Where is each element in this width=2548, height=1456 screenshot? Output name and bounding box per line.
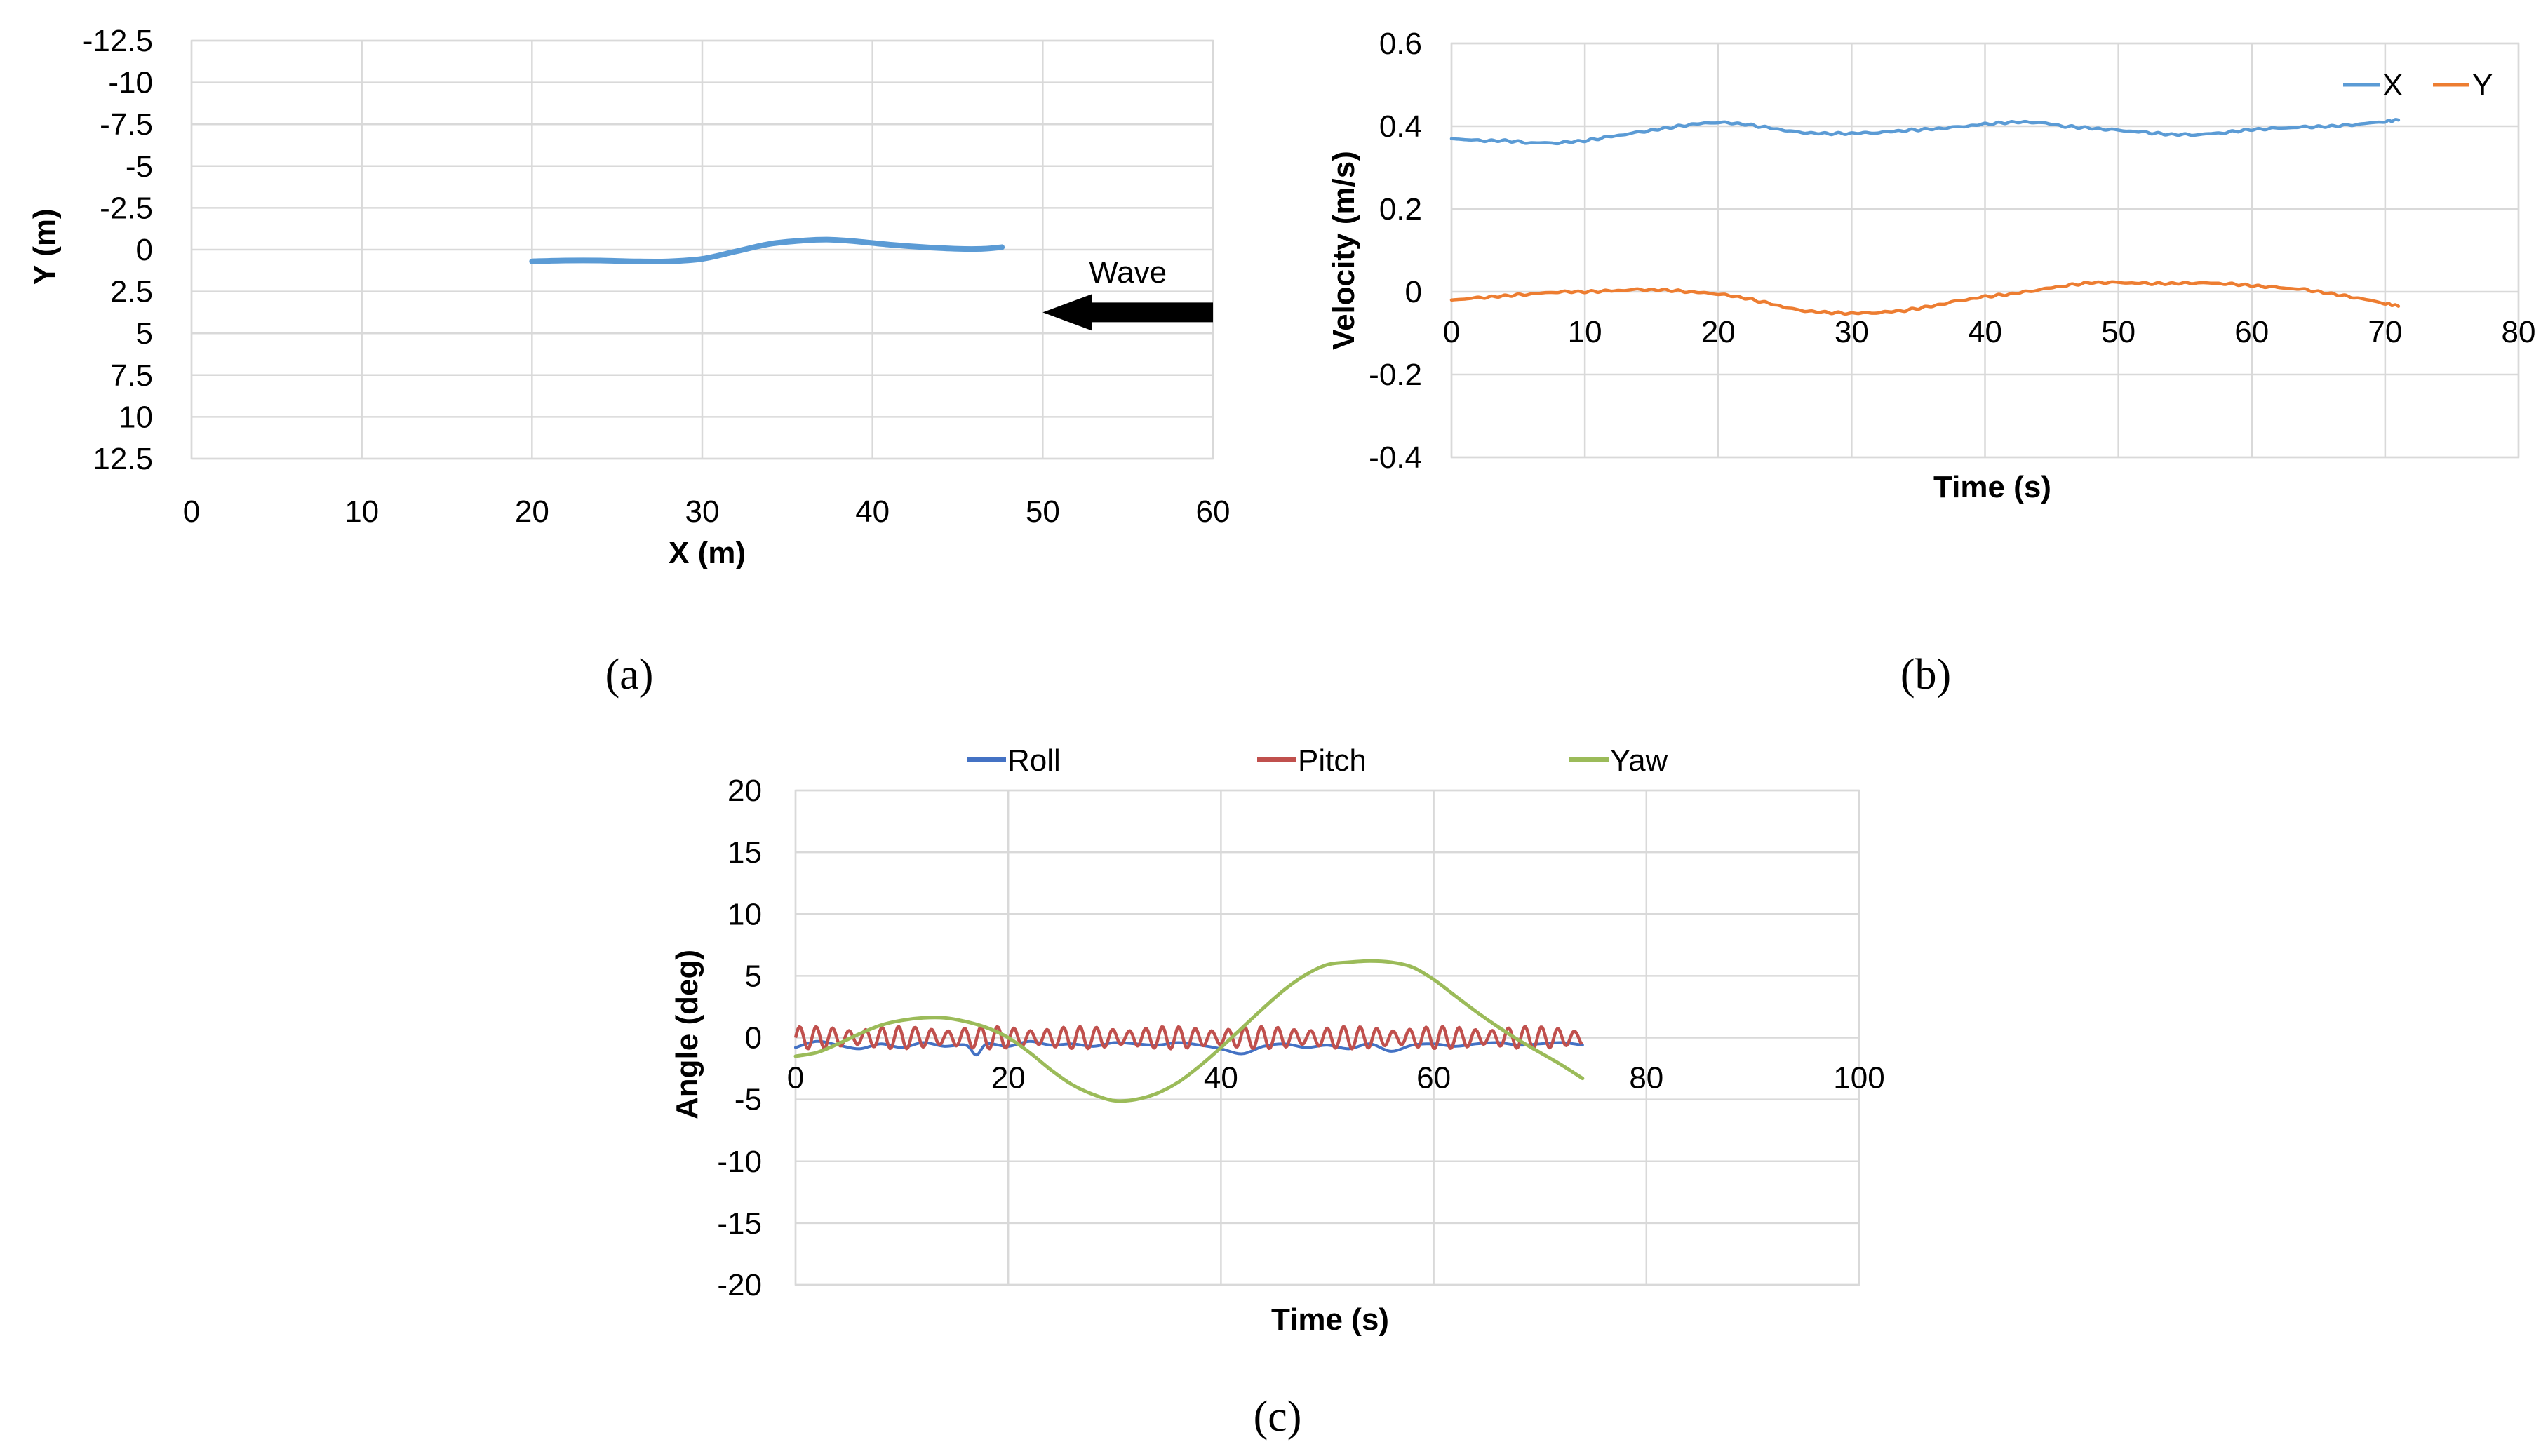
x-tick-label: 40 [855,494,890,529]
x-tick-label: 0 [183,494,200,529]
y-tick-label: 15 [727,835,762,870]
y-tick-label: 10 [119,400,153,434]
y-tick-label: 2.5 [110,275,153,309]
x-tick-label: 70 [2368,315,2402,349]
y-tick-label: 0.2 [1379,192,1422,227]
chart-c-xlabel: Time (s) [1271,1302,1389,1337]
x-tick-label: 80 [1629,1061,1663,1096]
x-tick-label: 60 [2234,315,2269,349]
x-tick-label: 30 [1835,315,1869,349]
y-tick-label: -0.2 [1369,358,1422,392]
series-line-pitch [793,1025,1583,1051]
x-tick-label: 60 [1416,1061,1451,1096]
y-tick-label: 0 [745,1021,762,1056]
y-tick-label: 0.4 [1379,109,1422,144]
x-tick-label: 50 [2101,315,2135,349]
x-tick-label: 20 [991,1061,1026,1096]
chart-b-xlabel: Time (s) [1933,470,2051,504]
panel-label-c: (c) [1254,1393,1302,1441]
x-tick-label: 80 [2502,315,2536,349]
y-tick-label: -20 [717,1268,762,1302]
x-tick-label: 100 [1833,1061,1884,1096]
y-tick-label: -10 [108,66,153,100]
series-line-y [1449,280,2401,316]
y-tick-label: 5 [745,959,762,993]
x-tick-label: 10 [344,494,379,529]
legend-label-yaw: Yaw [1610,743,1668,778]
series-line-yaw [793,959,1585,1103]
y-tick-label: -12.5 [83,24,153,58]
x-tick-label: 50 [1026,494,1060,529]
chart-b-ylabel: Velocity (m/s) [1327,151,1361,350]
legend-label-roll: Roll [1007,743,1061,778]
y-tick-label: 0 [1405,275,1422,309]
y-tick-label: -0.4 [1369,440,1422,475]
series-line-trajectory [529,236,1005,265]
y-tick-label: -5 [126,149,153,184]
chart-b-grid [1450,42,2520,459]
y-tick-label: 0.6 [1379,27,1422,61]
chart-c-ylabel: Angle (deg) [670,950,704,1119]
panel-label-b: (b) [1900,651,1951,699]
x-tick-label: 30 [685,494,720,529]
chart-a-annotation: Wave [1042,255,1213,331]
wave-arrow-icon [1042,294,1213,331]
chart-c-legend: Roll Pitch Yaw [967,743,1668,778]
wave-label: Wave [1089,255,1167,290]
chart-a-ylabel: Y (m) [27,208,62,285]
panel-label-a: (a) [605,651,654,699]
chart-b-ticks: 0 10 20 30 40 50 60 70 80 -0.4 -0.2 0 0.2 0.4 0.6 [1369,27,2535,475]
chart-c-series [793,959,1585,1103]
chart-c-ticks: 0 20 40 60 80 100 -20 -15 -10 -5 0 5 10 15 20 [717,774,1884,1302]
x-tick-label: 20 [1701,315,1736,349]
chart-c-angles: 0 20 40 60 80 100 -20 -15 -10 -5 0 5 10 15 20 Roll Pitc… [670,743,1885,1337]
legend-label-y: Y [2472,68,2493,102]
x-tick-label: 10 [1568,315,1602,349]
y-tick-label: -2.5 [100,191,153,225]
y-tick-label: 7.5 [110,358,153,393]
x-tick-label: 40 [1968,315,2002,349]
x-tick-label: 0 [1443,315,1460,349]
legend-label-x: X [2382,68,2403,102]
y-tick-label: 20 [727,774,762,808]
chart-a-ticks: 0 10 20 30 40 50 60 -12.5 -10 -7.5 -5 -2.5 0 2.5 5 7.5 1… [83,24,1231,529]
y-tick-label: 10 [727,897,762,931]
y-tick-label: -15 [717,1206,762,1241]
y-tick-label: -7.5 [100,107,153,142]
chart-a-grid [190,39,1214,460]
x-tick-label: 60 [1196,494,1231,529]
x-tick-label: 40 [1204,1061,1238,1096]
legend-label-pitch: Pitch [1298,743,1367,778]
chart-b-series [1449,118,2401,316]
chart-c-grid [794,789,1860,1286]
x-tick-label: 20 [515,494,549,529]
chart-a-xlabel: X (m) [669,536,746,570]
y-tick-label: -5 [735,1083,762,1117]
series-line-x [1449,118,2401,146]
chart-a-series [529,236,1005,265]
y-tick-label: 5 [136,316,153,351]
y-tick-label: -10 [717,1145,762,1179]
y-tick-label: 0 [136,233,153,267]
chart-a-trajectory: 0 10 20 30 40 50 60 -12.5 -10 -7.5 -5 -2.5 0 2.5 5 7.5 1… [27,24,1230,570]
x-tick-label: 0 [787,1061,804,1096]
y-tick-label: 12.5 [93,442,153,476]
